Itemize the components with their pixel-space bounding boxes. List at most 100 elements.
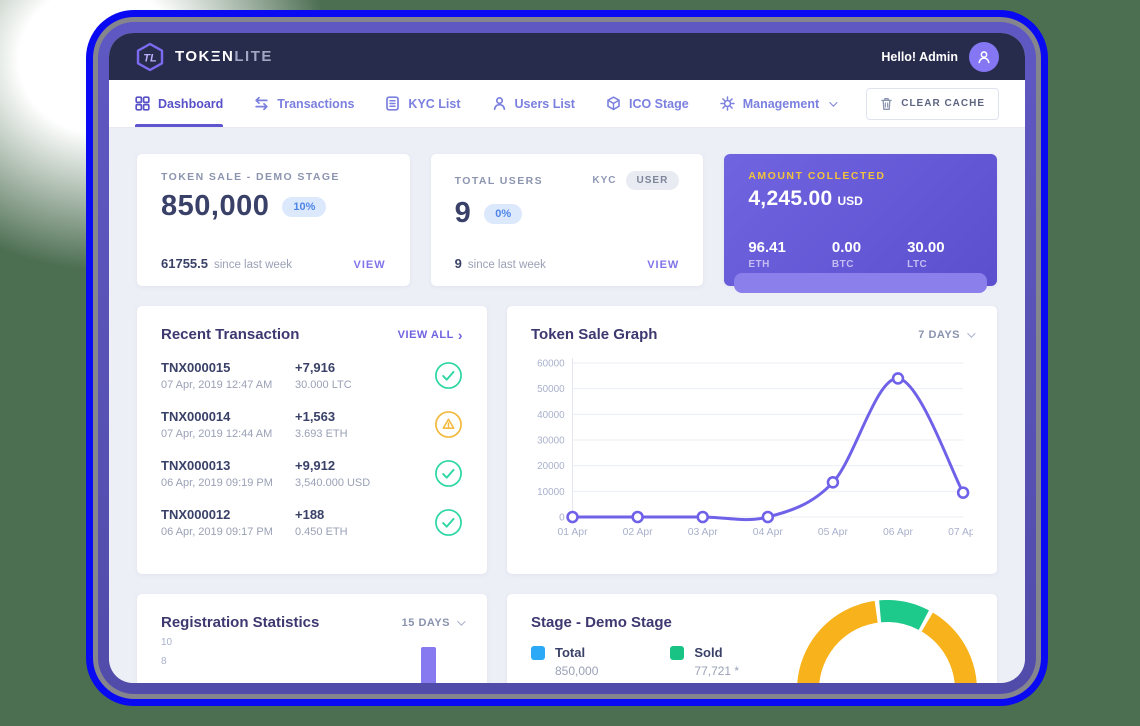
panel-title: Stage - Demo Stage	[531, 614, 672, 631]
svg-text:20000: 20000	[537, 461, 565, 472]
registration-bar-chart: 10 8	[161, 637, 463, 683]
panel-title: Recent Transaction	[161, 326, 300, 343]
tab-users-list[interactable]: Users List	[492, 80, 575, 127]
app-window: TL TOKΞNLITE Hello! Admin	[109, 33, 1025, 683]
svg-text:50000: 50000	[537, 384, 565, 395]
tab-transactions[interactable]: Transactions	[254, 80, 354, 127]
status-success-icon	[434, 361, 463, 390]
dashboard-content: TOKEN SALE - DEMO STAGE 850,000 10% 6175…	[109, 128, 1025, 683]
chevron-right-icon: ›	[457, 326, 463, 343]
brand-logo[interactable]: TL TOKΞNLITE	[135, 42, 273, 72]
amount-value: 4,245.00 USD	[748, 187, 863, 210]
svg-text:05 Apr: 05 Apr	[818, 527, 849, 538]
token-sale-delta: 61755.5	[161, 256, 208, 271]
users-list-icon	[493, 97, 505, 111]
kyc-list-icon	[386, 96, 400, 111]
legend-total: Total 850,000	[531, 645, 598, 678]
bottom-row: Registration Statistics 15 DAYS 10 8 Sta…	[137, 594, 997, 683]
svg-text:03 Apr: 03 Apr	[688, 527, 719, 538]
recent-transactions-panel: Recent Transaction VIEW ALL › TNX000015 07…	[137, 306, 487, 574]
svg-text:04 Apr: 04 Apr	[753, 527, 784, 538]
transaction-row[interactable]: TNX000015 07 Apr, 2019 12:47 AM +7,916 30.…	[161, 351, 463, 400]
period-selector[interactable]: 15 DAYS	[402, 616, 466, 629]
ico-stage-icon	[607, 96, 620, 111]
svg-text:40000: 40000	[537, 410, 565, 421]
view-all-link[interactable]: VIEW ALL ›	[397, 326, 463, 343]
chevron-down-icon	[457, 616, 466, 626]
legend-sold: Sold 77,721 *	[670, 645, 739, 678]
transaction-row[interactable]: TNX000012 06 Apr, 2019 09:17 PM +188 0.450…	[161, 498, 463, 547]
status-success-icon	[434, 508, 463, 537]
eth-amount: 96.41 ETH	[748, 239, 786, 270]
card-title: AMOUNT COLLECTED	[748, 170, 886, 182]
total-users-value: 9	[454, 197, 472, 229]
bar	[420, 647, 436, 683]
token-sale-badge: 10%	[282, 196, 327, 217]
top-navbar: TL TOKΞNLITE Hello! Admin	[109, 33, 1025, 80]
legend-swatch-total	[531, 646, 545, 660]
stage-donut-chart	[797, 600, 977, 683]
tab-dashboard[interactable]: Dashboard	[135, 80, 224, 127]
user-icon	[978, 50, 990, 63]
tab-management[interactable]: Management	[719, 80, 838, 127]
amount-collected-card: AMOUNT COLLECTED 4,245.00 USD 96.41 ETH 0…	[724, 154, 997, 293]
kyc-toggle-option[interactable]: KYC	[592, 175, 617, 186]
tab-label: Transactions	[277, 96, 355, 111]
card-title: TOTAL USERS	[454, 174, 543, 187]
delta-caption: since last week	[214, 259, 292, 271]
clear-cache-button[interactable]: CLEAR CACHE	[866, 87, 999, 120]
y-tick: 10	[161, 637, 173, 648]
tab-label: KYC List	[408, 96, 461, 111]
registration-statistics-panel: Registration Statistics 15 DAYS 10 8	[137, 594, 487, 683]
clear-cache-label: CLEAR CACHE	[901, 98, 985, 109]
token-sale-value: 850,000	[161, 190, 270, 222]
period-selector[interactable]: 7 DAYS	[918, 328, 976, 341]
middle-row: Recent Transaction VIEW ALL › TNX000015 07…	[137, 306, 997, 574]
stat-cards-row: TOKEN SALE - DEMO STAGE 850,000 10% 6175…	[137, 154, 997, 293]
tokenlite-logo-icon: TL	[136, 42, 164, 71]
users-delta: 9	[454, 256, 462, 271]
kyc-user-toggle: KYC USER	[592, 171, 680, 190]
user-toggle-option[interactable]: USER	[625, 171, 680, 190]
card-title: TOKEN SALE - DEMO STAGE	[161, 171, 340, 183]
tab-label: Users List	[514, 96, 575, 111]
delta-caption: since last week	[467, 259, 546, 271]
trash-icon	[881, 97, 893, 110]
total-users-badge: 0%	[484, 203, 523, 224]
device-frame: TL TOKΞNLITE Hello! Admin	[86, 10, 1048, 706]
donut-legend: Total 850,000 Sold 77,721 *	[531, 645, 973, 678]
chevron-down-icon	[967, 328, 976, 338]
y-tick: 8	[161, 656, 167, 667]
total-users-card: TOTAL USERS KYC USER 9 0% 9 since last w…	[430, 154, 704, 286]
dashboard-icon	[135, 96, 150, 111]
view-link[interactable]: VIEW	[353, 259, 386, 271]
svg-text:06 Apr: 06 Apr	[883, 527, 914, 538]
transaction-list: TNX000015 07 Apr, 2019 12:47 AM +7,916 30.…	[161, 351, 463, 547]
svg-text:30000: 30000	[537, 435, 565, 446]
token-sale-line-chart: 0 10000 20000 30000 40000 50000 60000 01 Apr 02 …	[537, 358, 973, 538]
tab-ico-stage[interactable]: ICO Stage	[606, 80, 689, 127]
svg-text:0: 0	[559, 512, 565, 523]
legend-swatch-sold	[670, 646, 685, 660]
transactions-icon	[255, 96, 268, 111]
transaction-row[interactable]: TNX000013 06 Apr, 2019 09:19 PM +9,912 3,5…	[161, 449, 463, 498]
svg-text:07 Apr: 07 Apr	[948, 527, 973, 538]
view-link[interactable]: VIEW	[647, 259, 680, 271]
status-warning-icon	[434, 410, 463, 439]
tab-label: ICO Stage	[628, 96, 689, 111]
status-success-icon	[434, 459, 463, 488]
svg-text:02 Apr: 02 Apr	[623, 527, 654, 538]
avatar[interactable]	[969, 41, 999, 72]
tab-kyc-list[interactable]: KYC List	[385, 80, 461, 127]
tab-label: Management	[742, 96, 820, 111]
tab-label: Dashboard	[158, 96, 224, 111]
panel-title: Token Sale Graph	[531, 326, 658, 343]
user-menu[interactable]: Hello! Admin	[881, 41, 999, 72]
panel-title: Registration Statistics	[161, 614, 320, 631]
svg-text:10000: 10000	[537, 487, 565, 498]
brand-name: TOKΞNLITE	[175, 48, 273, 65]
transaction-row[interactable]: TNX000014 07 Apr, 2019 12:44 AM +1,563 3.6…	[161, 400, 463, 449]
token-sale-card: TOKEN SALE - DEMO STAGE 850,000 10% 6175…	[137, 154, 410, 286]
ltc-amount: 30.00 LTC	[907, 239, 945, 270]
tab-bar: Dashboard Transactions KYC List	[109, 80, 1025, 128]
